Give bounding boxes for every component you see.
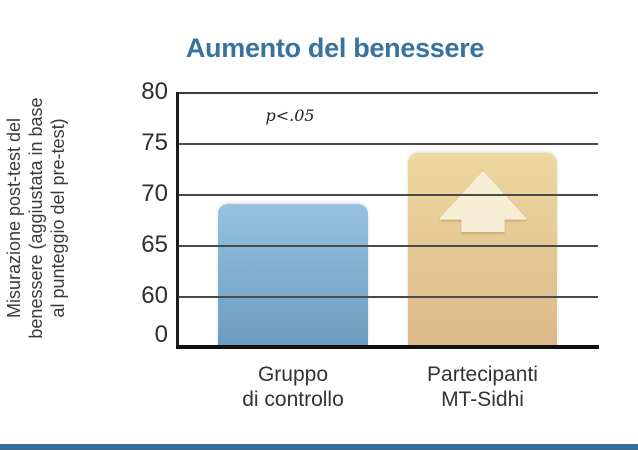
gridline xyxy=(179,194,598,196)
gridline xyxy=(179,143,598,145)
up-arrow-shape xyxy=(439,172,526,232)
gridline xyxy=(179,296,598,298)
y-tick-label: 0 xyxy=(154,321,168,348)
y-tick-label: 75 xyxy=(141,129,168,156)
x-label-control-group: Gruppo di controllo xyxy=(218,362,368,412)
bar-control-group xyxy=(218,204,368,345)
x-axis-line xyxy=(176,345,599,349)
gridline-top xyxy=(177,92,598,94)
y-axis-line xyxy=(176,92,179,349)
gridline xyxy=(179,245,598,247)
chart-title: Aumento del benessere xyxy=(185,33,485,63)
y-tick-label: 70 xyxy=(141,180,168,207)
x-label-line: Partecipanti xyxy=(427,363,538,386)
up-arrow-icon xyxy=(439,172,526,232)
y-tick-label: 80 xyxy=(141,78,168,105)
x-label-line: MT-Sidhi xyxy=(441,388,524,411)
y-axis-title-line: Misurazione post-test del xyxy=(4,117,24,319)
y-axis-title-line: benessere (aggiustata in base xyxy=(26,97,46,339)
y-axis-title-line: al punteggio del pre-test) xyxy=(48,118,68,318)
y-tick-label: 65 xyxy=(141,231,168,258)
x-label-line: Gruppo xyxy=(257,363,329,386)
y-tick-label: 60 xyxy=(141,282,168,309)
bar-mt-sidhi xyxy=(408,153,557,345)
p-value-annotation: p<.05 xyxy=(265,106,315,125)
x-label-mt-sidhi: Partecipanti MT-Sidhi xyxy=(408,362,557,412)
y-axis-title: Misurazione post-test del benessere (agg… xyxy=(3,48,75,388)
footer-accent-bar xyxy=(0,444,638,450)
x-label-line: di controllo xyxy=(242,388,344,411)
